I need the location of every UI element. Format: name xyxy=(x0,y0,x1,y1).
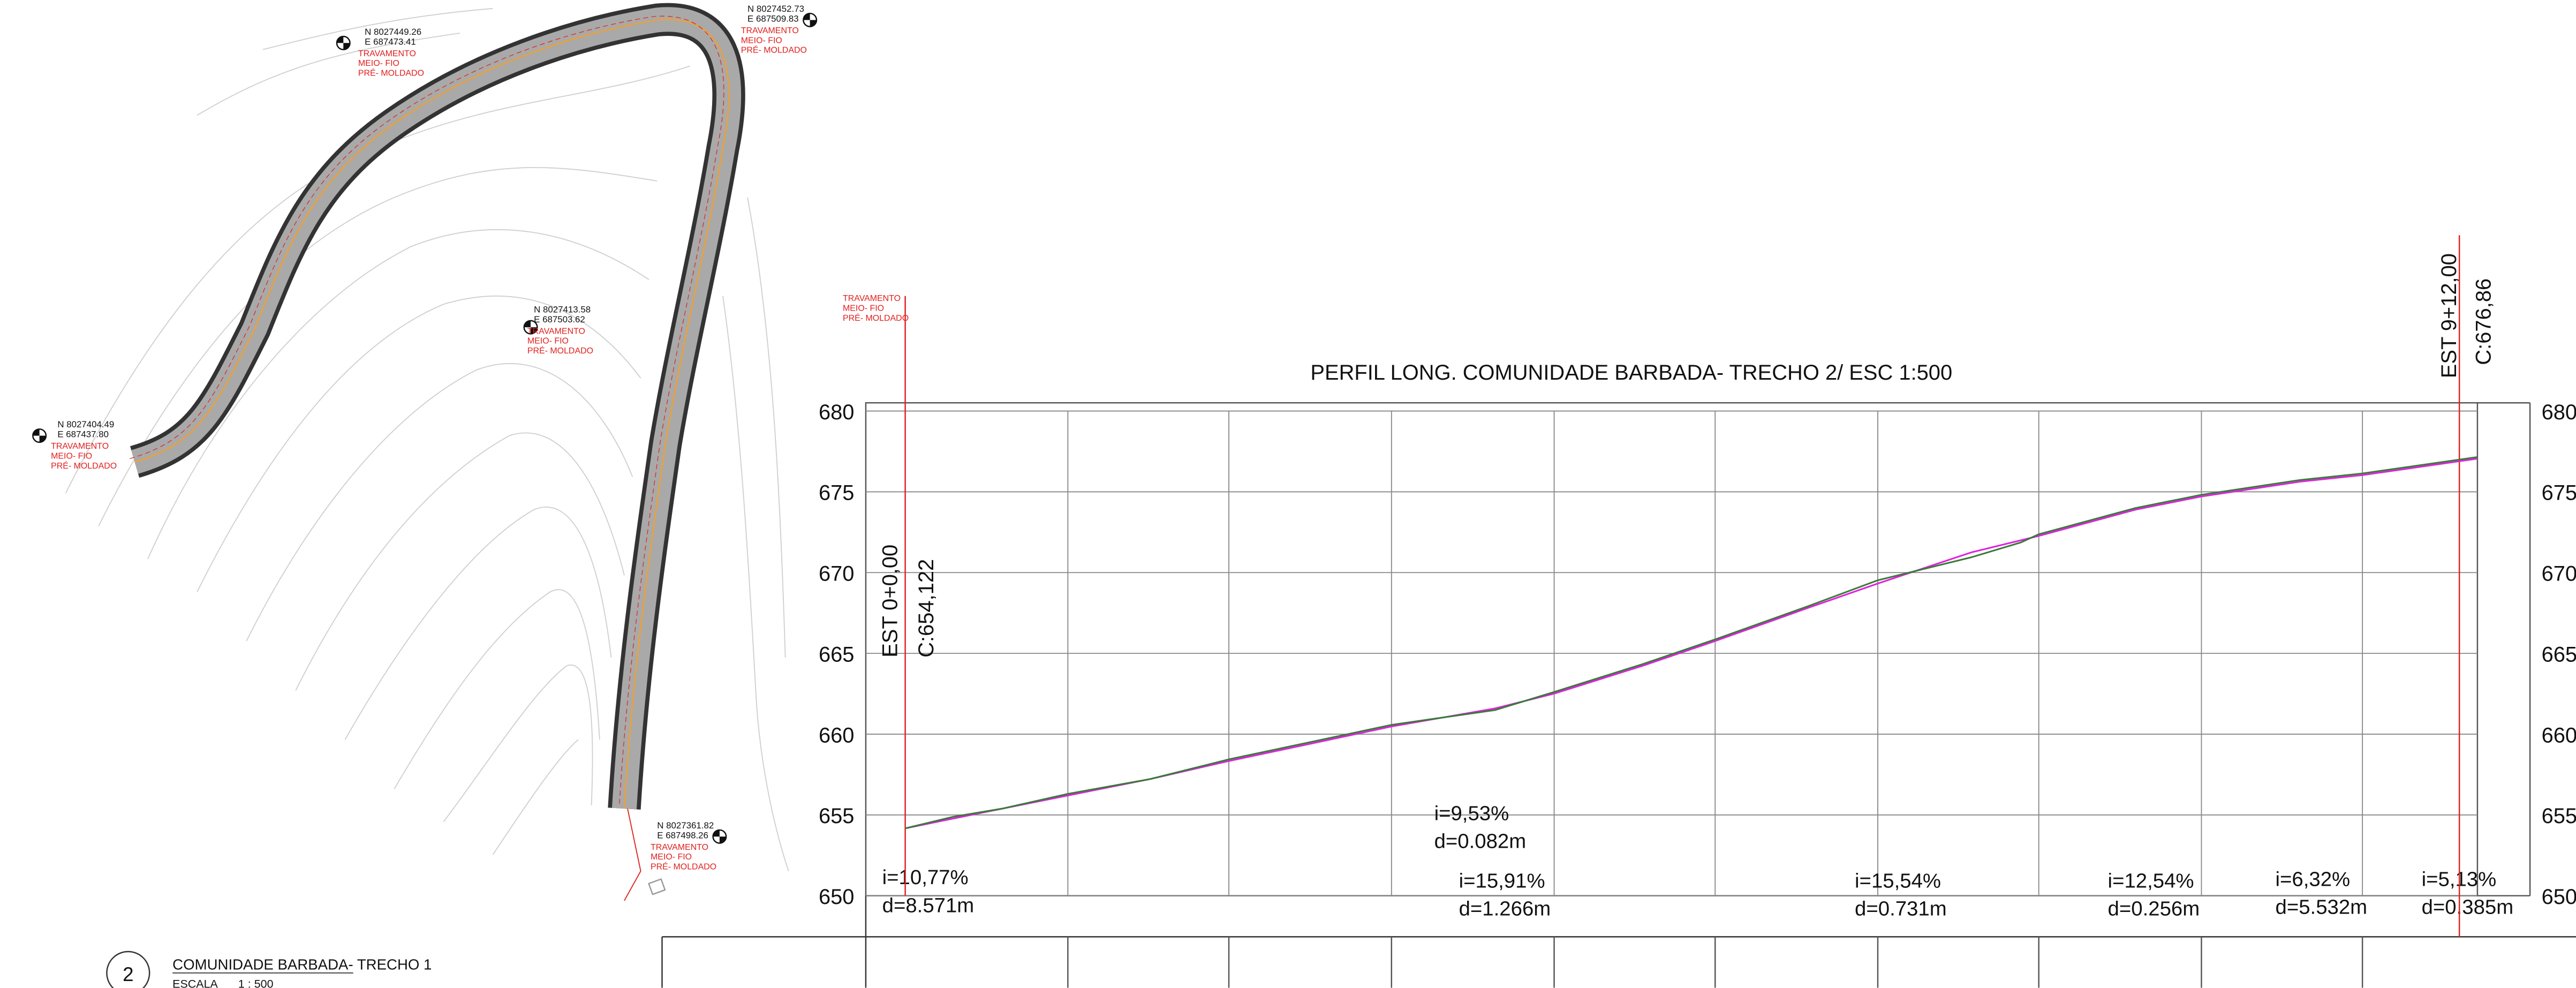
y-tick-label: 655 xyxy=(819,804,855,828)
slope: i=15,54% xyxy=(1855,869,1941,892)
slope: i=15,91% xyxy=(1459,869,1545,892)
note: TRAVAMENTO xyxy=(843,294,901,303)
note: PRÉ- MOLDADO xyxy=(51,461,117,471)
sheet-number: 2 xyxy=(123,963,133,985)
end-elevation: C:676,86 xyxy=(2472,278,2495,365)
slope: i=10,77% xyxy=(882,866,969,889)
scale: 1 : 500 xyxy=(238,978,274,988)
end-station: EST 9+12,00 xyxy=(2437,253,2461,378)
note: MEIO- FIO xyxy=(843,304,884,313)
northing: N 8027413.58 xyxy=(534,304,591,314)
profile-title: PERFIL LONG. COMUNIDADE BARBADA- TRECHO … xyxy=(1310,361,1952,384)
note: TRAVAMENTO xyxy=(527,327,585,336)
note: PRÉ- MOLDADO xyxy=(358,68,424,78)
y-tick-label: 665 xyxy=(819,643,855,666)
y-tick-label: 660 xyxy=(819,723,855,747)
profile: 680 680 675 675 670 670 665 665 660 660 655 655 650 6… xyxy=(819,253,2576,920)
y-tick-label-right: 675 xyxy=(2542,481,2576,505)
page: { "plan": { "points": [ {"n": "N 8027449… xyxy=(0,0,2576,988)
note: TRAVAMENTO xyxy=(651,843,708,852)
note: PRÉ- MOLDADO xyxy=(741,45,807,55)
northing: N 8027449.26 xyxy=(365,27,421,37)
distance: d=5.532m xyxy=(2276,895,2368,918)
distance: d=0.385m xyxy=(2422,895,2514,918)
distance: d=8.571m xyxy=(882,894,975,917)
note: MEIO- FIO xyxy=(358,59,399,68)
easting: E 687437.80 xyxy=(57,429,109,440)
northing: N 8027452.73 xyxy=(747,4,804,14)
note: MEIO- FIO xyxy=(651,853,692,862)
drawing: N 8027449.26E 687473.41TRAVAMENTOMEIO- F… xyxy=(0,0,2576,988)
note: MEIO- FIO xyxy=(527,337,569,346)
easting: E 687503.62 xyxy=(534,314,585,325)
slope: i=6,32% xyxy=(2276,868,2351,891)
slope: i=12,54% xyxy=(2108,869,2194,892)
distance: d=0.731m xyxy=(1855,898,1947,921)
note: TRAVAMENTO xyxy=(358,49,416,58)
northing: N 8027361.82 xyxy=(657,820,714,831)
easting: E 687498.26 xyxy=(657,830,708,840)
start-elevation: C:654,122 xyxy=(915,559,938,658)
note: PRÉ- MOLDADO xyxy=(651,862,716,872)
y-tick-label-right: 680 xyxy=(2542,401,2576,424)
slope: i=9,53% xyxy=(1434,802,1509,825)
scale-label: ESCALA xyxy=(172,978,218,988)
y-tick-label-right: 670 xyxy=(2542,562,2576,586)
note: TRAVAMENTO xyxy=(741,26,799,35)
note: MEIO- FIO xyxy=(741,36,782,45)
y-tick-label: 675 xyxy=(819,481,855,505)
distance: d=0.082m xyxy=(1434,830,1527,853)
y-tick-label-right: 665 xyxy=(2542,643,2576,666)
y-tick-label-right: 655 xyxy=(2542,804,2576,828)
note: PRÉ- MOLDADO xyxy=(843,313,909,323)
start-station: EST 0+0,00 xyxy=(878,545,902,658)
note: PRÉ- MOLDADO xyxy=(527,345,593,356)
y-tick-label-right: 650 xyxy=(2542,885,2576,909)
easting: E 687509.83 xyxy=(747,13,799,24)
note: MEIO- FIO xyxy=(51,452,92,461)
y-tick-label: 650 xyxy=(819,885,855,909)
distance: d=0.256m xyxy=(2108,898,2200,921)
distance: d=1.266m xyxy=(1459,898,1551,921)
northing: N 8027404.49 xyxy=(57,419,114,429)
profile-lines xyxy=(905,235,2477,937)
easting: E 687473.41 xyxy=(365,36,416,47)
y-tick-label: 670 xyxy=(819,562,855,586)
note: TRAVAMENTO xyxy=(51,442,109,451)
sheet-title: COMUNIDADE BARBADA- TRECHO 1 xyxy=(172,956,432,973)
sheet-label: 2 COMUNIDADE BARBADA- TRECHO 1 ESCALA 1 : 5… xyxy=(107,952,432,988)
road xyxy=(130,16,729,901)
y-tick-label-right: 660 xyxy=(2542,723,2576,747)
y-tick-label: 680 xyxy=(819,401,855,424)
